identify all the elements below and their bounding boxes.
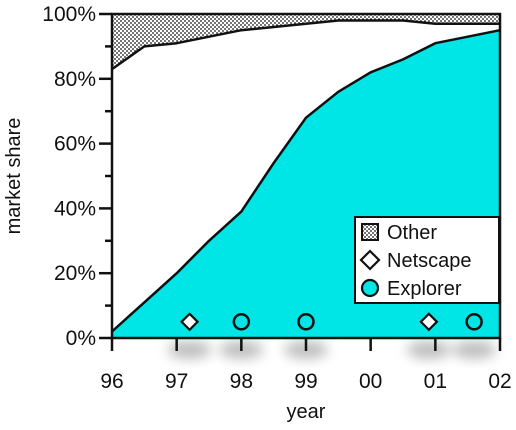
netscape-marker (419, 312, 439, 332)
y-tick-label: 20% (54, 262, 96, 285)
area-other (112, 14, 500, 70)
x-tick-label: 01 (424, 370, 447, 393)
netscape-marker (180, 312, 200, 332)
y-tick-label: 40% (54, 197, 96, 220)
axes: 0% 20% 40% 60% 80% 100% 96 97 98 99 00 01 02 year mark… (3, 3, 512, 423)
x-tick-label: 98 (230, 370, 253, 393)
y-tick-label: 60% (54, 133, 96, 156)
x-tick-label: 00 (359, 370, 382, 393)
legend-swatch-netscape (359, 249, 381, 271)
y-tick-label: 0% (66, 327, 96, 350)
x-tick-label: 99 (294, 370, 317, 393)
boundary-line-netscape (111, 19, 500, 71)
y-axis-title: market share (3, 118, 25, 235)
explorer-marker (465, 313, 483, 331)
y-tick-label: 100% (42, 3, 96, 26)
y-tick-label: 80% (54, 68, 96, 91)
x-tick-label: 02 (488, 370, 511, 393)
netscape-marker-shadow (167, 340, 212, 359)
area-netscape (112, 20, 500, 332)
series-markers (180, 312, 483, 332)
x-axis-title: year (287, 401, 326, 423)
netscape-marker-shadow (406, 340, 451, 359)
x-tick-label: 97 (165, 370, 188, 393)
legend-label-netscape: Netscape (387, 250, 472, 272)
explorer-marker (232, 313, 251, 331)
explorer-marker-shadow (452, 340, 497, 359)
boundary-line-explorer (111, 28, 501, 333)
legend-swatch-explorer (360, 278, 380, 298)
legend-label-other: Other (387, 222, 437, 244)
legend-swatch-other (361, 223, 379, 241)
legend-label-explorer: Explorer (387, 278, 462, 300)
marker-shadows (167, 340, 497, 359)
legend: Other Netscape Explorer (354, 216, 500, 304)
x-tick-label: 96 (100, 370, 123, 393)
explorer-marker (297, 313, 315, 331)
